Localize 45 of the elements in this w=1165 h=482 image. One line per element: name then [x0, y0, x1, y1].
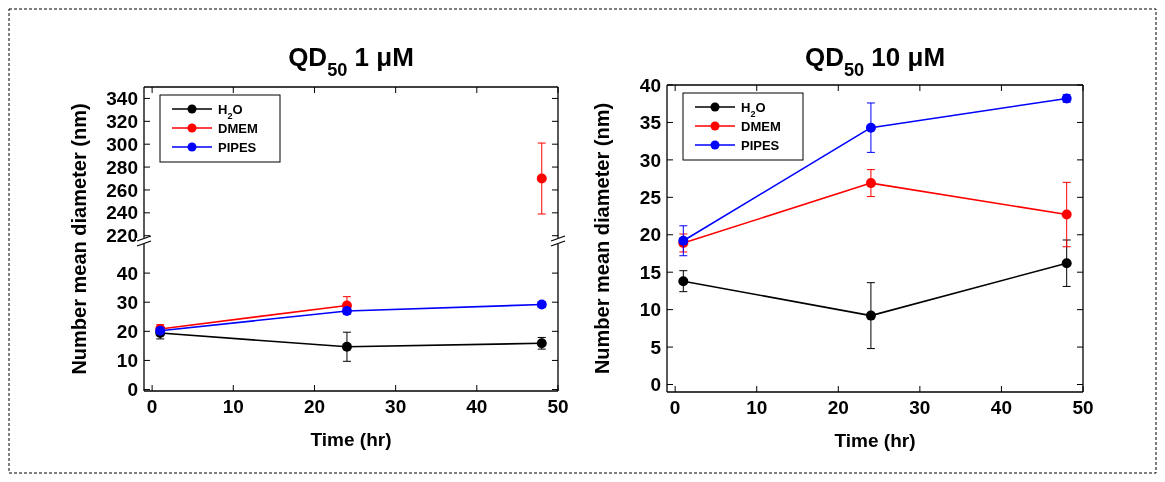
legend-label: DMEM [741, 118, 781, 134]
x-tick-label: 10 [746, 397, 768, 418]
y-tick-label: 10 [116, 350, 138, 372]
legend-label: DMEM [218, 120, 258, 136]
y-tick-label: 20 [116, 320, 138, 342]
x-tick-label: 50 [547, 396, 569, 417]
x-axis-title: Time (hr) [310, 429, 392, 450]
y-tick-label: 30 [116, 291, 138, 313]
x-tick-label: 40 [990, 397, 1012, 418]
y-tick-label: 260 [106, 179, 138, 201]
y-axis-title: Number mean diameter (nm) [68, 103, 90, 375]
x-tick-label: 40 [466, 396, 488, 417]
x-tick-label: 10 [222, 396, 244, 417]
legend-label: PIPES [218, 139, 257, 155]
y-axis-title: Number mean diameter (nm) [591, 102, 613, 375]
legend-label: H$_{2}$O [741, 99, 766, 119]
y-tick-label: 5 [650, 336, 662, 358]
x-tick-label: 20 [303, 396, 326, 417]
y-tick-label: 300 [106, 133, 138, 155]
y-tick-label: 280 [106, 156, 138, 178]
y-tick-label: 40 [639, 74, 661, 96]
legend-label: PIPES [741, 137, 780, 153]
x-axis-title: Time (hr) [834, 430, 916, 451]
x-tick-label: 0 [146, 396, 158, 417]
x-tick-label: 20 [827, 397, 849, 418]
x-tick-label: 30 [909, 397, 931, 418]
y-tick-label: 40 [116, 262, 138, 284]
y-tick-label: 10 [639, 299, 661, 321]
x-tick-label: 30 [385, 396, 407, 417]
y-tick-label: 0 [127, 379, 138, 401]
chart-title: QD$_{50}$ 10 μM [804, 42, 946, 80]
y-tick-label: 220 [106, 225, 138, 247]
legend-label: H$_{2}$O [218, 101, 243, 121]
y-tick-label: 240 [106, 202, 138, 224]
chart-title: QD$_{50}$ 1 μM [288, 42, 414, 80]
y-tick-label: 320 [106, 110, 138, 132]
x-tick-label: 50 [1072, 397, 1094, 418]
y-tick-label: 20 [639, 224, 661, 246]
x-tick-label: 0 [669, 397, 681, 418]
y-tick-label: 35 [639, 112, 662, 134]
y-tick-label: 340 [106, 88, 138, 110]
y-tick-label: 30 [639, 149, 661, 171]
y-tick-label: 0 [650, 374, 661, 396]
y-tick-label: 15 [639, 261, 662, 283]
y-tick-label: 25 [639, 186, 662, 208]
